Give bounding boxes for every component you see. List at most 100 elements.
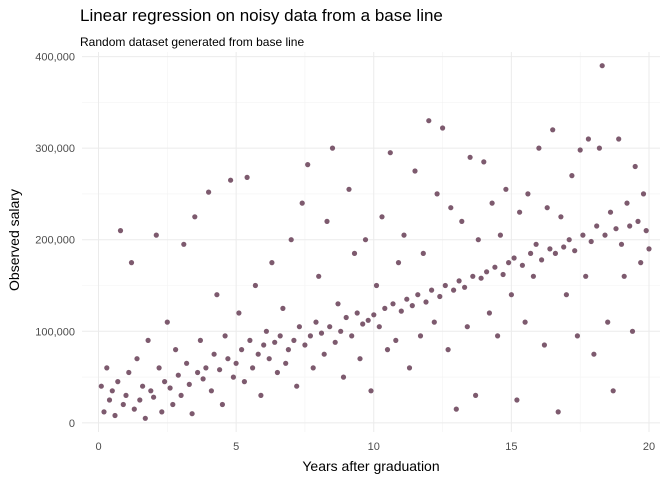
data-point <box>117 228 124 234</box>
data-point <box>126 369 132 376</box>
data-point <box>106 397 113 403</box>
data-point <box>497 232 503 238</box>
data-point <box>225 356 231 362</box>
data-point <box>572 248 578 254</box>
data-point <box>420 250 426 256</box>
x-tick-label: 20 <box>643 441 655 453</box>
data-point <box>261 342 267 348</box>
data-point <box>536 145 542 151</box>
data-point <box>423 299 429 305</box>
chart-subtitle: Random dataset generated from base line <box>80 35 305 49</box>
data-point <box>269 260 275 266</box>
data-point <box>175 372 181 378</box>
y-tick-label: 400,000 <box>35 52 75 64</box>
data-point <box>195 369 201 376</box>
y-tick-label: 200,000 <box>35 235 75 247</box>
data-point <box>486 310 492 316</box>
chart-title: Linear regression on noisy data from a b… <box>80 6 443 25</box>
data-point <box>489 200 495 206</box>
data-point <box>277 333 283 339</box>
data-point <box>602 232 608 238</box>
data-point <box>313 319 319 325</box>
x-axis-title: Years after graduation <box>302 458 439 474</box>
data-point <box>583 273 589 279</box>
x-tick-label: 5 <box>233 441 239 453</box>
data-point <box>533 241 539 247</box>
y-axis-ticks: 0 100,000 200,000 300,000 400,000 <box>35 52 75 430</box>
data-point <box>462 284 468 290</box>
data-point <box>362 237 369 243</box>
data-point <box>217 367 223 373</box>
data-point <box>332 339 338 345</box>
data-point <box>544 205 550 211</box>
data-point <box>329 145 336 151</box>
data-point <box>197 337 203 343</box>
data-point <box>109 388 115 394</box>
data-point <box>343 314 349 321</box>
data-point <box>478 275 484 281</box>
data-point <box>178 392 184 398</box>
data-point <box>464 324 470 330</box>
data-point <box>539 257 545 263</box>
data-point <box>228 177 234 183</box>
data-point <box>569 173 575 179</box>
data-point <box>393 337 399 343</box>
data-point <box>621 273 627 279</box>
data-point <box>640 191 647 197</box>
data-point <box>481 159 487 165</box>
data-point <box>327 324 333 330</box>
data-point <box>511 255 517 261</box>
data-point <box>624 200 630 206</box>
data-point <box>384 347 391 353</box>
data-point <box>607 209 614 215</box>
data-point <box>170 401 176 408</box>
data-point <box>239 347 245 353</box>
data-point <box>307 333 313 339</box>
data-point <box>371 312 377 318</box>
data-point <box>211 351 217 357</box>
data-point <box>104 365 110 371</box>
x-tick-label: 0 <box>95 441 101 453</box>
data-point <box>426 118 432 124</box>
data-point <box>283 360 289 366</box>
data-point <box>528 250 534 256</box>
data-point <box>379 214 385 220</box>
data-point <box>412 168 418 174</box>
data-point <box>321 351 327 357</box>
data-point <box>492 264 498 270</box>
data-point <box>605 319 611 325</box>
x-tick-label: 10 <box>368 441 380 453</box>
data-point <box>156 365 162 371</box>
data-point <box>547 246 553 252</box>
y-tick-label: 300,000 <box>35 143 75 155</box>
data-point <box>123 392 129 398</box>
data-point <box>222 333 228 339</box>
data-point <box>236 310 242 316</box>
data-point <box>324 218 330 224</box>
data-point <box>508 292 514 298</box>
data-point <box>635 218 641 224</box>
data-point <box>241 379 247 385</box>
data-point <box>638 260 644 266</box>
data-point <box>558 214 564 220</box>
data-point <box>186 381 192 387</box>
data-point <box>338 328 344 334</box>
data-point <box>131 406 137 412</box>
data-point <box>247 337 253 343</box>
data-point <box>541 342 548 348</box>
data-point <box>409 303 415 309</box>
data-point <box>200 376 206 382</box>
data-point <box>351 250 358 256</box>
data-point <box>115 379 121 385</box>
data-point <box>500 271 506 278</box>
data-point <box>184 360 190 366</box>
data-point <box>291 337 297 343</box>
data-point <box>137 397 143 403</box>
data-point <box>434 191 440 197</box>
data-point <box>632 163 638 170</box>
data-point <box>219 401 225 408</box>
data-point <box>250 365 256 371</box>
data-point <box>550 127 556 133</box>
data-point <box>318 330 325 336</box>
data-point <box>173 347 179 353</box>
